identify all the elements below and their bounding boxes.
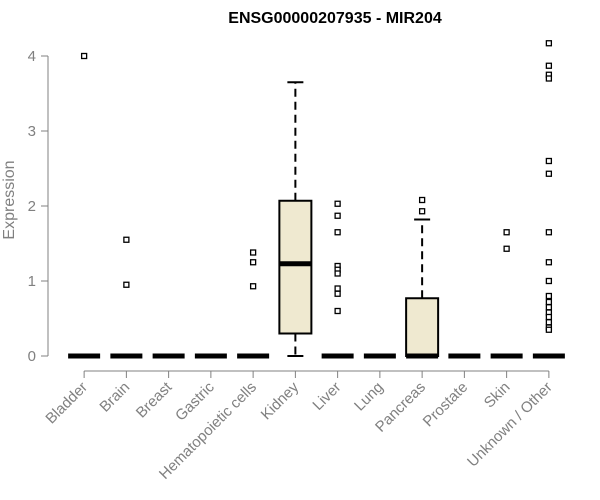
chart-title: ENSG00000207935 - MIR204 [228, 10, 442, 27]
outlier-point [334, 285, 341, 292]
box-8 [405, 196, 440, 359]
outlier-point [503, 229, 510, 236]
outlier-point [503, 245, 510, 252]
outlier-point [545, 170, 553, 177]
box-6 [321, 200, 354, 359]
y-axis-label: Expression [1, 160, 18, 239]
outlier-point [545, 229, 553, 236]
outlier-point [418, 196, 426, 204]
outlier-point [249, 283, 257, 290]
outlier-point [545, 313, 553, 321]
x-tick-label: Breast [133, 378, 176, 421]
outlier-point [545, 298, 553, 306]
x-tick-label: Brain [96, 379, 133, 416]
outlier-point [545, 304, 553, 311]
box-iqr [405, 297, 440, 357]
outlier-point [545, 319, 553, 326]
outlier-point [334, 290, 341, 297]
box-10 [490, 229, 523, 359]
outlier-point [545, 259, 553, 266]
x-tick-label: Skin [481, 379, 514, 412]
box-0 [68, 52, 101, 359]
y-tick-label: 4 [28, 48, 36, 65]
outlier-point [545, 75, 553, 82]
y-axis: 0 1 2 3 4 [28, 48, 49, 365]
outlier-point [249, 249, 257, 256]
outlier-point [545, 157, 553, 165]
outlier-point [545, 326, 553, 333]
outlier-point [334, 270, 341, 277]
outlier-point [545, 40, 553, 47]
outlier-point [545, 277, 553, 285]
outlier-point [334, 307, 341, 315]
outlier-point [334, 229, 341, 236]
box-1 [110, 236, 143, 359]
outlier-point [334, 200, 341, 207]
y-tick-label: 2 [28, 198, 36, 215]
outlier-point [418, 208, 426, 215]
outlier-point [123, 236, 130, 243]
x-tick-label: Kidney [258, 378, 303, 423]
box-5 [278, 81, 313, 357]
outlier-point [123, 281, 130, 288]
x-tick-label: Prostate [420, 379, 472, 431]
outlier-point [249, 259, 257, 266]
boxes-layer [68, 40, 565, 359]
y-tick-label: 0 [28, 348, 36, 365]
x-tick-label: Lung [351, 379, 387, 415]
outlier-point [80, 52, 88, 60]
box-11 [532, 40, 565, 359]
y-tick-label: 3 [28, 123, 36, 140]
x-tick-label: Liver [309, 379, 344, 414]
outlier-point [334, 212, 341, 219]
x-tick-label: Bladder [42, 379, 91, 428]
box-4 [237, 249, 270, 359]
outlier-point [545, 62, 553, 69]
y-tick-label: 1 [28, 273, 36, 290]
box-iqr [278, 199, 313, 335]
outlier-point [545, 292, 553, 300]
